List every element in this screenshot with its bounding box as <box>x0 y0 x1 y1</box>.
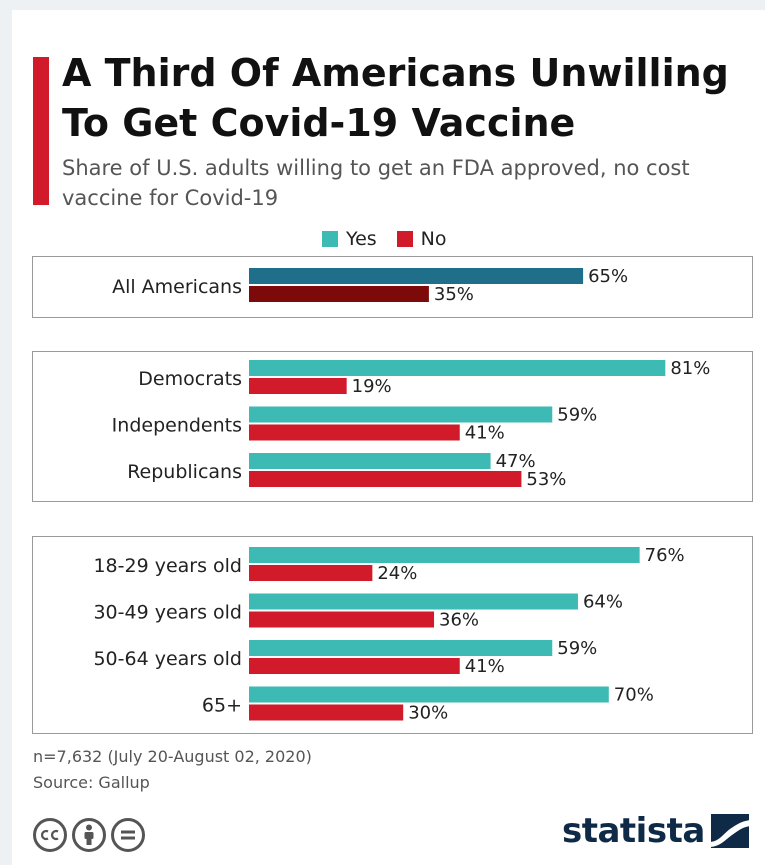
category-label-all-americans: All Americans <box>112 276 242 298</box>
bar-no-all-americans <box>249 286 429 302</box>
license-icons <box>33 818 145 852</box>
chart-title: A Third Of Americans Unwilling To Get Co… <box>62 51 729 145</box>
bar-yes-65 <box>249 686 609 703</box>
value-label-no-democrats: 19% <box>352 376 392 397</box>
legend-label-no: No <box>420 228 447 250</box>
category-label-65: 65+ <box>202 695 242 717</box>
value-label-no-65: 30% <box>408 703 448 724</box>
bar-yes-democrats <box>249 360 666 376</box>
bar-no-18-29-years-old <box>249 565 373 581</box>
bar-no-democrats <box>249 378 347 394</box>
bar-yes-independents <box>249 406 553 423</box>
value-label-no-all-americans: 35% <box>434 284 474 305</box>
category-label-50-64-years-old: 50-64 years old <box>93 648 242 670</box>
legend: Yes No <box>322 226 447 252</box>
value-label-yes-independents: 59% <box>557 405 597 426</box>
bar-yes-50-64-years-old <box>249 640 553 656</box>
nd-icon[interactable] <box>111 818 145 852</box>
value-label-yes-30-49-years-old: 64% <box>583 592 623 613</box>
statista-logo[interactable]: statista <box>562 811 749 851</box>
bar-yes-30-49-years-old <box>249 593 578 610</box>
chart-subtitle: Share of U.S. adults willing to get an F… <box>62 156 690 210</box>
value-label-no-18-29-years-old: 24% <box>377 563 417 584</box>
bar-no-30-49-years-old <box>249 611 435 628</box>
bar-no-50-64-years-old <box>249 658 460 674</box>
bar-yes-republicans <box>249 453 491 469</box>
title-accent-bar <box>33 57 49 205</box>
value-label-yes-democrats: 81% <box>670 358 710 379</box>
category-label-republicans: Republicans <box>127 461 242 483</box>
legend-swatch-no <box>396 231 413 247</box>
value-label-yes-all-americans: 65% <box>588 266 628 287</box>
bar-no-independents <box>249 424 460 441</box>
category-label-democrats: Democrats <box>138 368 242 390</box>
value-label-yes-republicans: 47% <box>496 451 536 472</box>
bar-no-65 <box>249 704 404 721</box>
value-label-no-independents: 41% <box>465 423 505 444</box>
legend-label-yes: Yes <box>346 228 377 250</box>
sample-note: n=7,632 (July 20-August 02, 2020) <box>33 747 312 766</box>
legend-swatch-yes <box>322 231 338 247</box>
value-label-yes-18-29-years-old: 76% <box>645 545 685 566</box>
category-label-independents: Independents <box>112 415 242 437</box>
value-label-no-republicans: 53% <box>526 469 566 490</box>
value-label-no-30-49-years-old: 36% <box>439 610 479 631</box>
cc-icon[interactable] <box>33 818 67 852</box>
bar-yes-18-29-years-old <box>249 547 640 563</box>
category-label-30-49-years-old: 30-49 years old <box>93 602 242 624</box>
statista-logo-icon <box>710 814 749 848</box>
value-label-yes-50-64-years-old: 59% <box>557 638 597 659</box>
brand-wordmark: statista <box>562 811 705 851</box>
legend-item-no: No <box>396 228 447 250</box>
source-note: Source: Gallup <box>33 773 150 792</box>
value-label-yes-65: 70% <box>614 685 654 706</box>
legend-item-yes: Yes <box>322 228 377 250</box>
category-label-18-29-years-old: 18-29 years old <box>93 555 242 577</box>
bar-no-republicans <box>249 471 522 487</box>
value-label-no-50-64-years-old: 41% <box>465 656 505 677</box>
by-icon[interactable] <box>72 818 106 852</box>
bar-yes-all-americans <box>249 268 584 284</box>
